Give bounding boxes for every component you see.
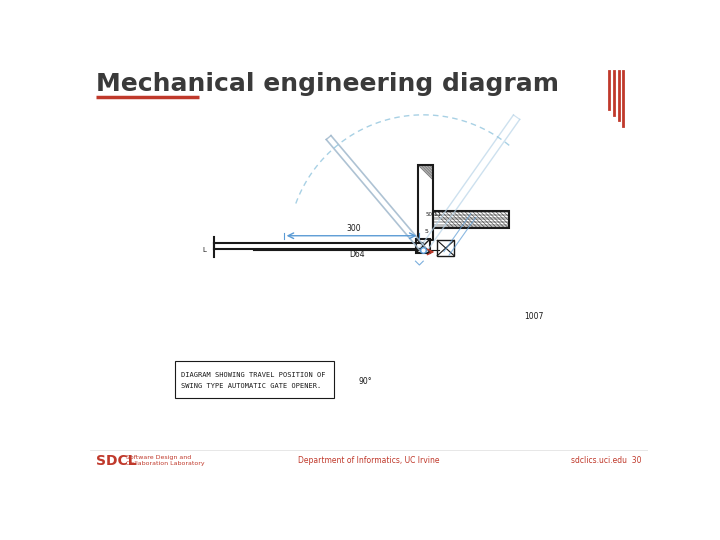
Text: sdclics.uci.edu  30: sdclics.uci.edu 30 <box>571 456 642 465</box>
Text: Mechanical engineering diagram: Mechanical engineering diagram <box>96 72 559 97</box>
Text: Software Design and: Software Design and <box>126 455 191 460</box>
Bar <box>433 211 508 228</box>
Text: 50-11: 50-11 <box>426 212 441 218</box>
Text: D64: D64 <box>350 249 365 259</box>
Text: 300: 300 <box>346 225 361 233</box>
Text: 5: 5 <box>425 229 428 234</box>
Bar <box>418 165 433 240</box>
Bar <box>437 240 454 256</box>
Text: L: L <box>202 247 206 253</box>
Bar <box>416 239 431 253</box>
Text: 1007: 1007 <box>524 312 544 321</box>
Text: Collaboration Laboratory: Collaboration Laboratory <box>126 461 204 466</box>
Text: SDCL: SDCL <box>96 454 137 468</box>
Text: 90°: 90° <box>359 377 372 386</box>
Bar <box>175 361 334 398</box>
Text: DIAGRAM SHOWING TRAVEL POSITION OF: DIAGRAM SHOWING TRAVEL POSITION OF <box>181 372 325 378</box>
Text: SWING TYPE AUTOMATIC GATE OPENER.: SWING TYPE AUTOMATIC GATE OPENER. <box>181 383 321 389</box>
Text: Department of Informatics, UC Irvine: Department of Informatics, UC Irvine <box>298 456 440 465</box>
